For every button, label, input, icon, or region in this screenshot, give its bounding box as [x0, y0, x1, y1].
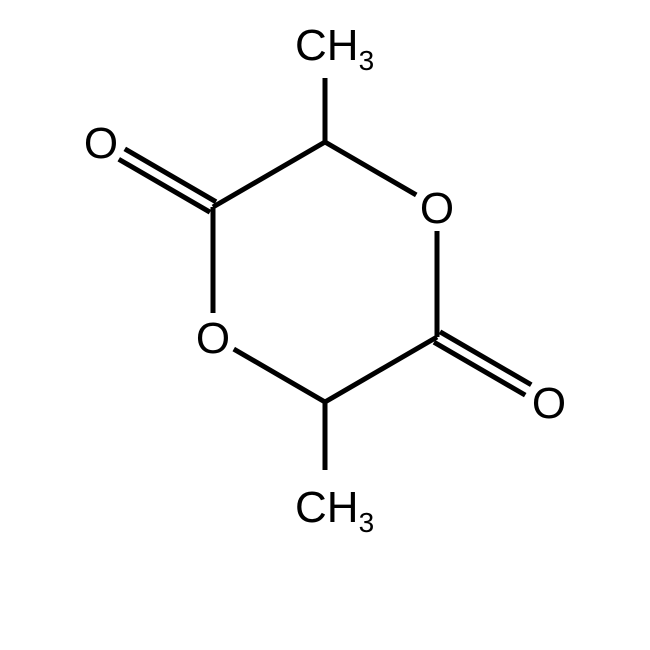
bond-line [119, 159, 210, 212]
chemical-structure-svg: O O O O CH3 CH3 [0, 0, 650, 650]
atom-label: O [420, 184, 454, 233]
bond-line [213, 142, 325, 207]
bond-line [440, 332, 531, 385]
atom-label: CH3 [295, 21, 374, 76]
atom-label: CH3 [295, 483, 374, 538]
bond-line [234, 349, 325, 402]
bond-line [325, 142, 416, 195]
bond-line [434, 342, 525, 395]
atom-label: O [84, 119, 118, 168]
bond-line [325, 337, 437, 402]
atom-label: O [196, 314, 230, 363]
bond-line [125, 149, 216, 202]
atom-label: O [532, 379, 566, 428]
